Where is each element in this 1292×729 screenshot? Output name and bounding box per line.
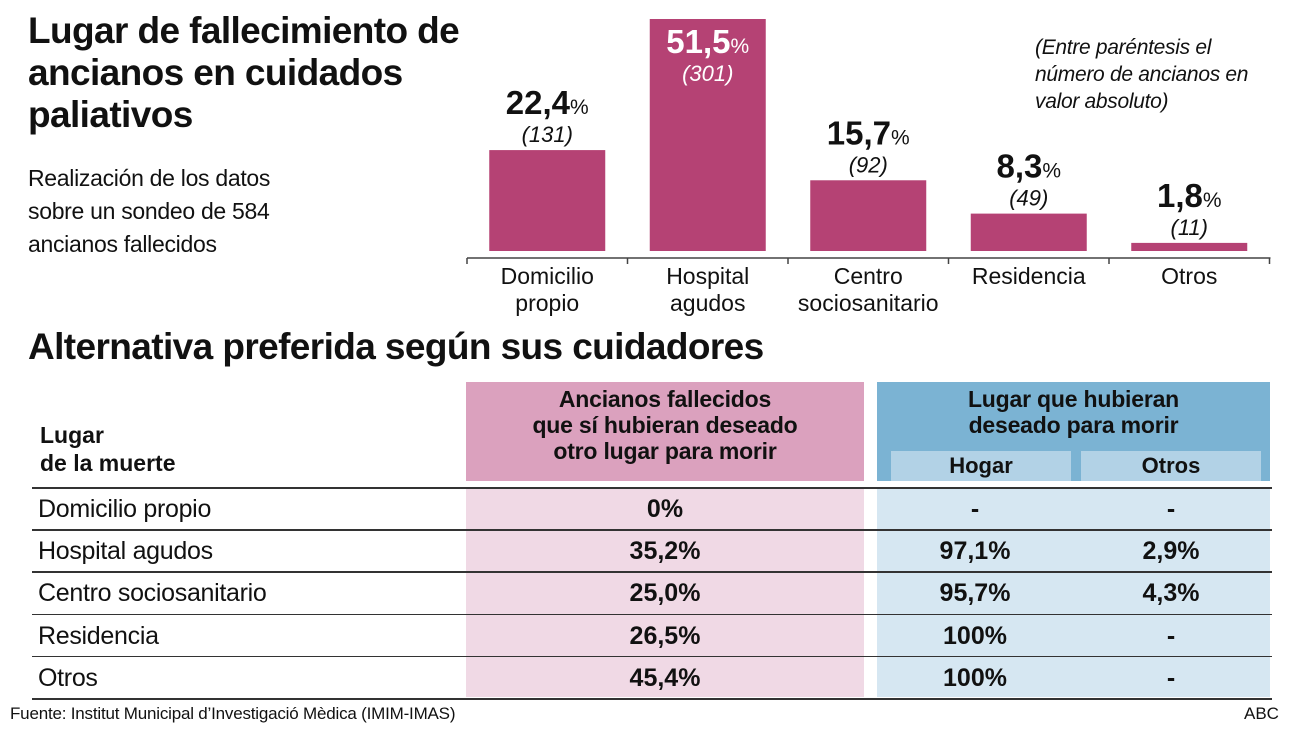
- cell-otros: -: [1166, 495, 1176, 523]
- cell-other-place: 0%: [646, 495, 684, 523]
- x-tick-label: Otros: [1161, 263, 1217, 289]
- count-label: (131): [522, 122, 573, 147]
- col1-body: [466, 487, 864, 697]
- bar: [489, 150, 606, 251]
- count-label: (11): [1171, 215, 1209, 240]
- header-line: Lugar que hubieran: [967, 386, 1180, 412]
- cell-other-place: 25,0%: [629, 579, 701, 608]
- header-line: Ancianos fallecidos: [558, 386, 772, 412]
- col1-header-text: Ancianos fallecidos que sí hubieran dese…: [466, 386, 864, 464]
- cell-hogar: 100%: [943, 663, 1007, 692]
- data-label: 51,5%: [666, 23, 749, 60]
- data-label: 15,7%: [827, 114, 910, 151]
- x-tick-label: propio: [515, 290, 579, 316]
- col2-header-text: Lugar que hubieran deseado para morir: [877, 386, 1270, 438]
- x-tick-label: Centro: [834, 263, 903, 289]
- col1-header: [466, 382, 864, 481]
- bar: [1131, 242, 1248, 251]
- cell-other-place: 35,2%: [629, 537, 701, 566]
- row-divider: [32, 487, 1272, 489]
- row-divider: [32, 655, 1272, 658]
- bar: [649, 19, 766, 251]
- cell-otros: 2,9%: [1142, 537, 1200, 566]
- data-label: 22,4%: [506, 84, 589, 121]
- count-label: (49): [1009, 186, 1048, 211]
- cell-place: Domicilio propio: [38, 495, 212, 523]
- source-note: Fuente: Institut Municipal d’Investigaci…: [10, 704, 456, 723]
- cell-otros: -: [1166, 663, 1176, 692]
- cell-place: Centro sociosanitario: [38, 579, 267, 608]
- cell-other-place: 26,5%: [629, 621, 701, 650]
- cell-hogar: 97,1%: [939, 537, 1011, 566]
- row-header-line: de la muerte: [40, 450, 176, 476]
- row-divider: [32, 613, 1272, 616]
- x-tick-label: Domicilio: [501, 263, 594, 289]
- row-header-line: Lugar: [40, 422, 104, 448]
- row-divider: [32, 529, 1272, 531]
- cell-otros: 4,3%: [1142, 579, 1200, 608]
- data-label: 8,3%: [996, 148, 1061, 185]
- col2-body: [877, 487, 1270, 697]
- count-label: (301): [682, 61, 733, 86]
- bar: [970, 213, 1087, 251]
- subheader-otros: Otros: [1081, 451, 1261, 481]
- header-line: que sí hubieran deseado: [532, 412, 798, 438]
- x-tick-label: sociosanitario: [798, 290, 939, 316]
- header-line: otro lugar para morir: [553, 438, 777, 464]
- cell-place: Otros: [38, 663, 98, 692]
- brand-logo: ABC: [1244, 704, 1279, 723]
- chart-title: Lugar de fallecimiento de ancianos en cu…: [28, 10, 460, 135]
- cell-hogar: 100%: [943, 621, 1007, 650]
- row-divider: [32, 698, 1272, 700]
- subheader-hogar: Hogar: [891, 451, 1071, 481]
- cell-hogar: -: [970, 495, 980, 523]
- x-tick-label: Hospital: [666, 263, 749, 289]
- cell-otros: -: [1166, 621, 1176, 650]
- cell-other-place: 45,4%: [629, 663, 701, 692]
- cell-hogar: 95,7%: [939, 579, 1011, 608]
- row-header: Lugar de la muerte: [40, 421, 176, 477]
- x-tick-label: Residencia: [972, 263, 1086, 289]
- header-line: deseado para morir: [968, 412, 1179, 438]
- cell-place: Hospital agudos: [38, 537, 213, 566]
- count-label: (92): [849, 152, 888, 177]
- data-label: 1,8%: [1157, 177, 1222, 214]
- table-title: Alternativa preferida según sus cuidador…: [28, 326, 764, 367]
- bar: [810, 180, 927, 251]
- cell-place: Residencia: [38, 621, 159, 650]
- x-tick-label: agudos: [670, 290, 745, 316]
- chart-subtitle: Realización de los datos sobre un sondeo…: [28, 165, 271, 257]
- annotation-note: (Entre paréntesis el número de ancianos …: [1035, 36, 1249, 113]
- row-divider: [32, 571, 1272, 573]
